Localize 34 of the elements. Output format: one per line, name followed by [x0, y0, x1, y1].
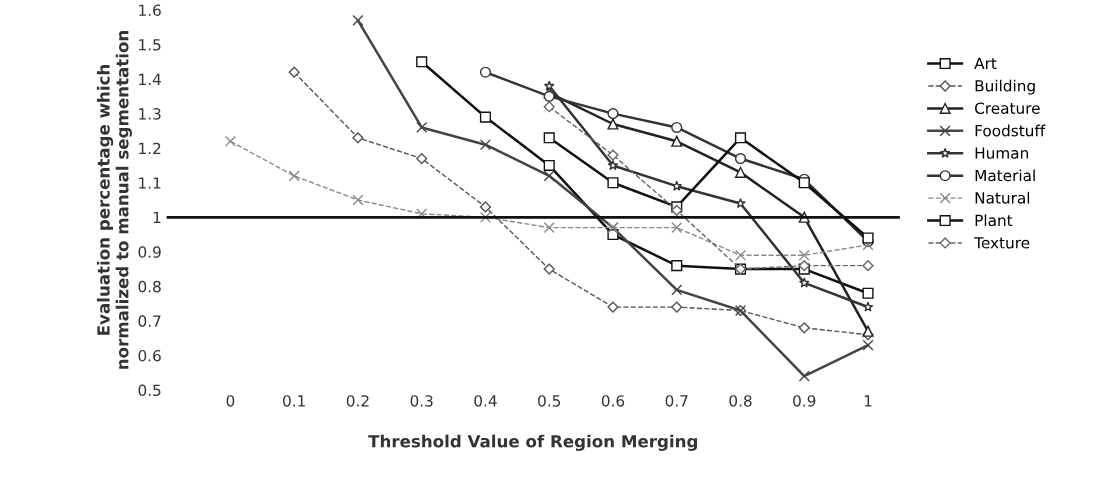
- legend-label: Building: [975, 79, 1035, 95]
- y-tick-label: 1.3: [139, 108, 161, 120]
- y-tick-label: 1.5: [139, 39, 161, 51]
- x-tick-label: 0.1: [283, 395, 305, 407]
- x-tick-label: 0.9: [793, 395, 816, 407]
- legend-label: Human: [975, 147, 1028, 159]
- x-tick-label: 0.7: [665, 395, 688, 407]
- y-tick-label: 0.9: [138, 246, 161, 258]
- legend-label: Creature: [975, 102, 1040, 114]
- y-tick-label: 0.6: [138, 349, 161, 362]
- y-tick-label: 1.1: [139, 177, 161, 189]
- x-tick-label: 0.2: [346, 395, 369, 407]
- x-axis-title: Threshold Value of Region Merging: [368, 434, 698, 451]
- y-tick-label: 1.6: [139, 4, 161, 17]
- x-tick-label: 1: [864, 395, 872, 407]
- x-tick-label: 0.3: [410, 395, 433, 407]
- x-tick-label: 0.5: [538, 395, 561, 407]
- legend-label: Foodstuff: [975, 124, 1046, 137]
- x-tick-label: 0.8: [729, 395, 752, 407]
- legend-label: Art: [974, 57, 997, 69]
- y-tick-label: 0.7: [138, 315, 161, 327]
- legend-label: Texture: [974, 237, 1030, 249]
- x-tick-label: 0: [226, 395, 235, 407]
- y-tick-label: 0.8: [138, 280, 161, 293]
- y-tick-label: 1.4: [139, 73, 161, 85]
- legend-label: Plant: [975, 214, 1013, 227]
- x-tick-label: 0.6: [601, 395, 625, 407]
- y-tick-label: 0.5: [138, 384, 161, 397]
- legend-label: Natural: [975, 191, 1030, 204]
- y-tick-label: 1.2: [139, 142, 161, 154]
- legend-label: Material: [975, 169, 1035, 182]
- x-tick-label: 0.4: [474, 395, 497, 407]
- y-axis-title: Evaluation percentage which normalized to manual segmentation: [96, 31, 132, 369]
- y-tick-label: 1: [153, 211, 161, 224]
